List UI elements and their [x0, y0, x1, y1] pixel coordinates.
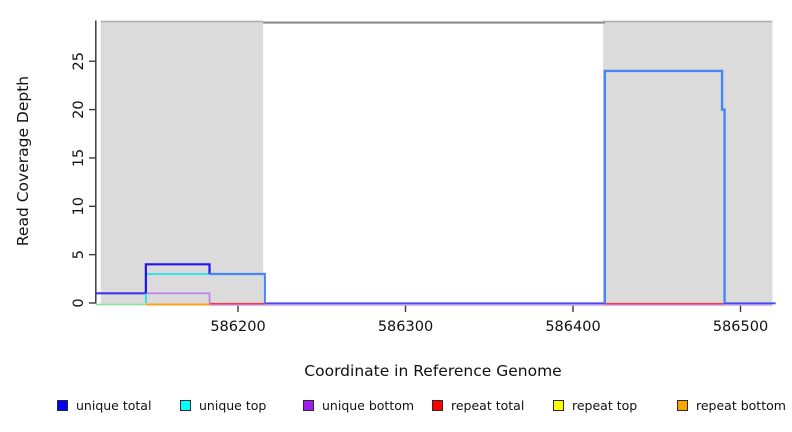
x-tick-label-586400: 586400 [545, 319, 600, 335]
x-tick-label-586300: 586300 [378, 319, 433, 335]
shaded-region-right [603, 21, 773, 305]
x-axis-title: Coordinate in Reference Genome [304, 362, 562, 380]
y-axis-title: Read Coverage Depth [14, 75, 32, 247]
blend-total-top-depth3 [209, 272, 266, 303]
x-tick-label-586200: 586200 [210, 319, 265, 335]
y-tick-label-25: 25 [71, 52, 87, 70]
shaded-region-left [100, 21, 264, 305]
coverage-block-right [603, 69, 726, 303]
y-tick-label-20: 20 [71, 100, 87, 118]
y-tick-label-0: 0 [71, 298, 87, 307]
y-tick-label-10: 10 [71, 197, 87, 215]
y-tick-label-5: 5 [71, 250, 87, 259]
unique-total-step [144, 263, 211, 294]
unique-bottom-step [145, 292, 211, 303]
x-tick-label-586500: 586500 [713, 319, 768, 335]
y-tick-label-15: 15 [71, 149, 87, 167]
